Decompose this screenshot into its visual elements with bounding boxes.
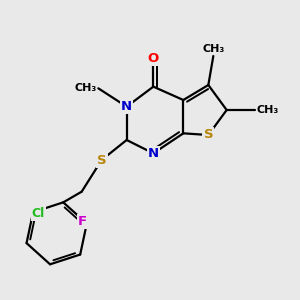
Text: Cl: Cl [32,207,45,220]
Text: CH₃: CH₃ [74,83,97,93]
Text: N: N [148,147,159,160]
Text: N: N [121,100,132,113]
Text: F: F [78,215,87,228]
Text: S: S [203,128,213,142]
Text: CH₃: CH₃ [257,105,279,115]
Text: CH₃: CH₃ [202,44,224,54]
Text: O: O [148,52,159,65]
Text: S: S [97,154,106,166]
